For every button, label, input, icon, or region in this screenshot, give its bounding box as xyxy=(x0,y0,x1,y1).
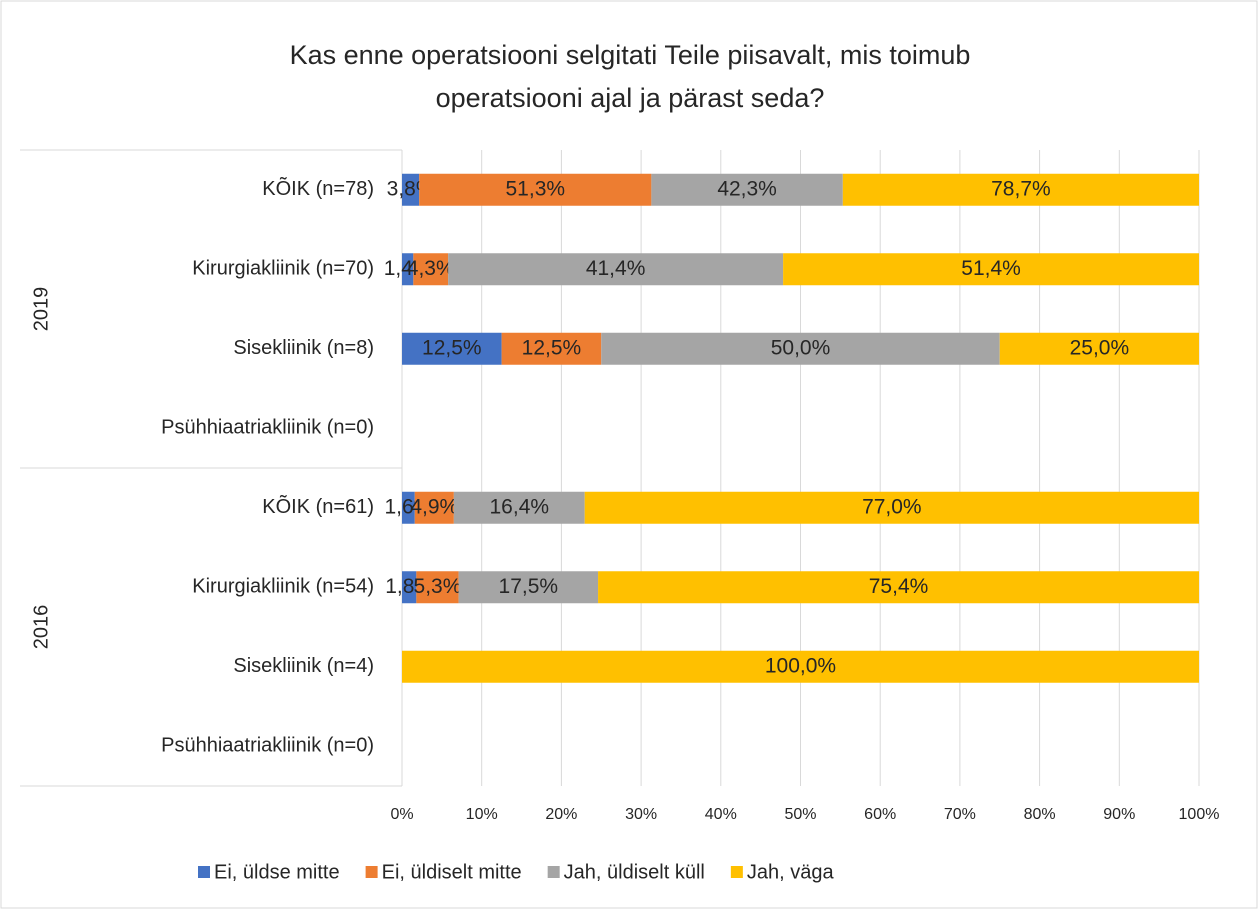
bar-segment xyxy=(651,173,843,206)
data-label: 16,4% xyxy=(490,495,550,518)
legend-label: Jah, üldiselt küll xyxy=(564,861,705,883)
x-tick-label: 80% xyxy=(1024,806,1056,823)
y-tick-label: KÕIK (n=61) xyxy=(262,494,374,518)
legend-label: Jah, väga xyxy=(747,861,835,883)
x-tick-label: 70% xyxy=(944,806,976,823)
x-tick-label: 10% xyxy=(466,806,498,823)
x-tick-label: 100% xyxy=(1179,806,1220,823)
group-label: 2019 xyxy=(30,287,52,332)
legend-swatch xyxy=(730,866,743,878)
bar-segment xyxy=(448,253,784,286)
data-label: 5,3% xyxy=(414,575,462,598)
legend-swatch xyxy=(547,866,560,878)
y-tick-label: Psühhiaatriakliinik (n=0) xyxy=(161,417,374,439)
bar-segment xyxy=(584,491,1199,524)
x-tick-label: 90% xyxy=(1103,806,1135,823)
bar-segment xyxy=(402,253,414,286)
bar-segment xyxy=(501,332,602,365)
data-label: 41,4% xyxy=(586,257,646,280)
bar-segment xyxy=(999,332,1199,365)
bar-segment xyxy=(598,571,1199,604)
bar-segment xyxy=(414,491,454,524)
bar-segment xyxy=(402,650,1199,683)
data-label: 50,0% xyxy=(771,336,831,359)
legend-swatch xyxy=(198,866,210,878)
data-label: 51,4% xyxy=(961,257,1021,280)
data-label: 51,3% xyxy=(506,177,566,200)
group-label: 2016 xyxy=(30,605,52,650)
data-label: 100,0% xyxy=(765,654,836,677)
chart-title: Kas enne operatsiooni selgitati Teile pi… xyxy=(290,40,971,70)
y-tick-label: Sisekliinik (n=4) xyxy=(233,655,374,677)
bar-segment xyxy=(402,571,417,604)
bar-segment xyxy=(402,332,502,365)
bar-segment xyxy=(458,571,599,604)
data-label: 75,4% xyxy=(869,575,929,598)
x-tick-label: 20% xyxy=(545,806,577,823)
data-label: 4,9% xyxy=(410,495,458,518)
bar-segment xyxy=(419,173,652,206)
data-label: 25,0% xyxy=(1070,336,1130,359)
bar-segment xyxy=(402,491,415,524)
legend-label: Ei, üldiselt mitte xyxy=(382,861,522,883)
x-tick-label: 60% xyxy=(864,806,896,823)
y-tick-label: Psühhiaatriakliinik (n=0) xyxy=(161,735,374,757)
y-tick-label: Kirurgiakliinik (n=70) xyxy=(192,258,374,280)
bar-segment xyxy=(416,571,459,604)
bar-segment xyxy=(842,173,1199,206)
bar-segment xyxy=(453,491,585,524)
x-tick-label: 0% xyxy=(390,806,413,823)
data-label: 17,5% xyxy=(499,575,559,598)
legend-label: Ei, üldse mitte xyxy=(214,861,340,883)
chart-title: operatsiooni ajal ja pärast seda? xyxy=(436,83,825,113)
data-label: 12,5% xyxy=(422,336,482,359)
data-label: 78,7% xyxy=(991,177,1051,200)
bar-segment xyxy=(413,253,449,286)
data-label: 12,5% xyxy=(522,336,582,359)
y-tick-label: Sisekliinik (n=8) xyxy=(233,337,374,359)
bar-segment xyxy=(601,332,1000,365)
x-tick-label: 50% xyxy=(784,806,816,823)
data-label: 77,0% xyxy=(862,495,922,518)
bar-segment xyxy=(783,253,1199,286)
data-label: 4,3% xyxy=(407,257,455,280)
y-tick-label: Kirurgiakliinik (n=54) xyxy=(192,576,374,598)
data-label: 42,3% xyxy=(717,177,777,200)
x-tick-label: 40% xyxy=(705,806,737,823)
legend-swatch xyxy=(365,866,378,878)
y-tick-label: KÕIK (n=78) xyxy=(262,176,374,200)
bar-segment xyxy=(402,173,420,206)
x-tick-label: 30% xyxy=(625,806,657,823)
